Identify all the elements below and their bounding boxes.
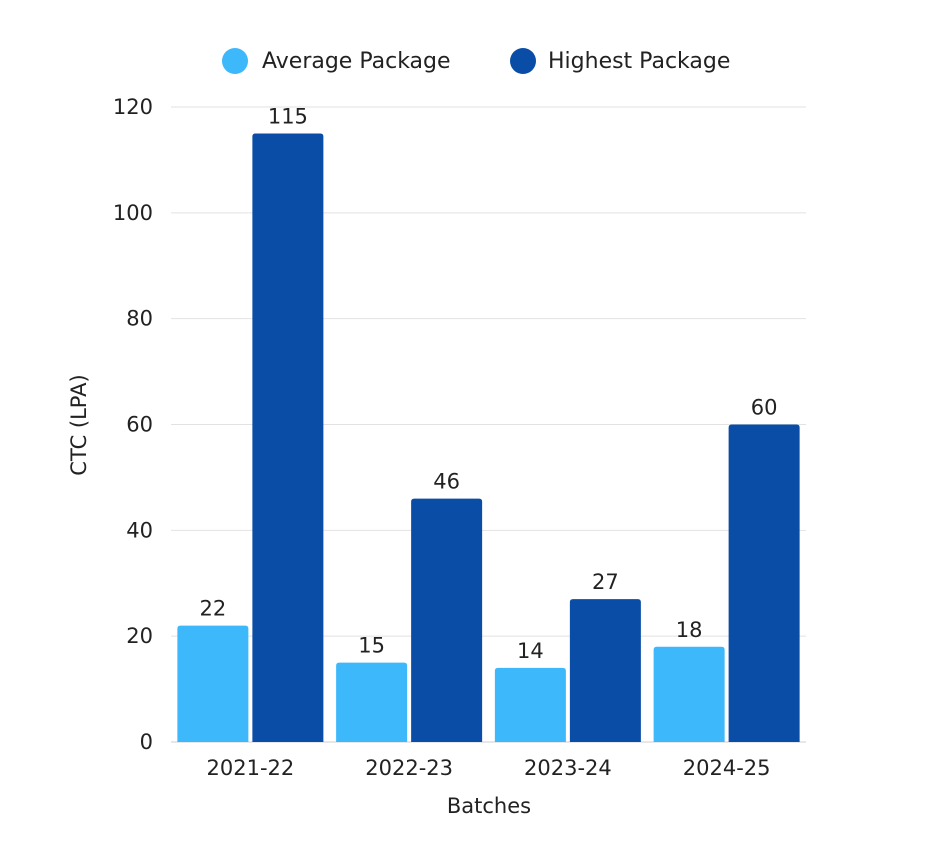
x-tick-label: 2024-25 <box>683 756 771 780</box>
x-tick-label: 2023-24 <box>524 756 612 780</box>
data-labels: 22 115 15 46 14 27 18 60 <box>200 104 778 662</box>
bar-highest-package <box>569 599 641 742</box>
bar-highest-package <box>728 424 800 742</box>
y-axis-title: CTC (LPA) <box>67 374 91 475</box>
y-axis-ticks: 0 20 40 60 80 100 120 <box>113 95 153 754</box>
data-label: 46 <box>433 470 460 494</box>
data-label: 115 <box>268 104 308 128</box>
bar-average-package <box>653 646 725 742</box>
data-label: 14 <box>517 639 544 663</box>
x-tick-label: 2022-23 <box>365 756 453 780</box>
bar-average-package <box>494 667 566 742</box>
y-tick-label: 60 <box>126 413 153 437</box>
y-tick-label: 120 <box>113 95 153 119</box>
legend-label: Highest Package <box>548 49 730 74</box>
bar-highest-package <box>252 133 324 743</box>
legend-swatch <box>222 48 248 74</box>
x-axis-title: Batches <box>447 794 531 818</box>
y-tick-label: 80 <box>126 307 153 331</box>
y-tick-label: 100 <box>113 201 153 225</box>
bars <box>177 133 800 743</box>
y-tick-label: 20 <box>126 624 153 648</box>
bar-highest-package <box>411 498 483 742</box>
bar-average-package <box>177 625 249 742</box>
bar-average-package <box>336 662 408 742</box>
x-tick-label: 2021-22 <box>207 756 295 780</box>
y-tick-label: 0 <box>140 730 153 754</box>
data-label: 22 <box>200 597 227 621</box>
data-label: 18 <box>676 618 703 642</box>
legend: Average Package Highest Package <box>222 48 730 74</box>
legend-swatch <box>510 48 536 74</box>
x-axis-ticks: 2021-22 2022-23 2023-24 2024-25 <box>207 756 771 780</box>
data-label: 27 <box>592 570 619 594</box>
data-label: 60 <box>751 396 778 420</box>
legend-label: Average Package <box>262 49 451 74</box>
y-tick-label: 40 <box>126 518 153 542</box>
data-label: 15 <box>358 634 385 658</box>
